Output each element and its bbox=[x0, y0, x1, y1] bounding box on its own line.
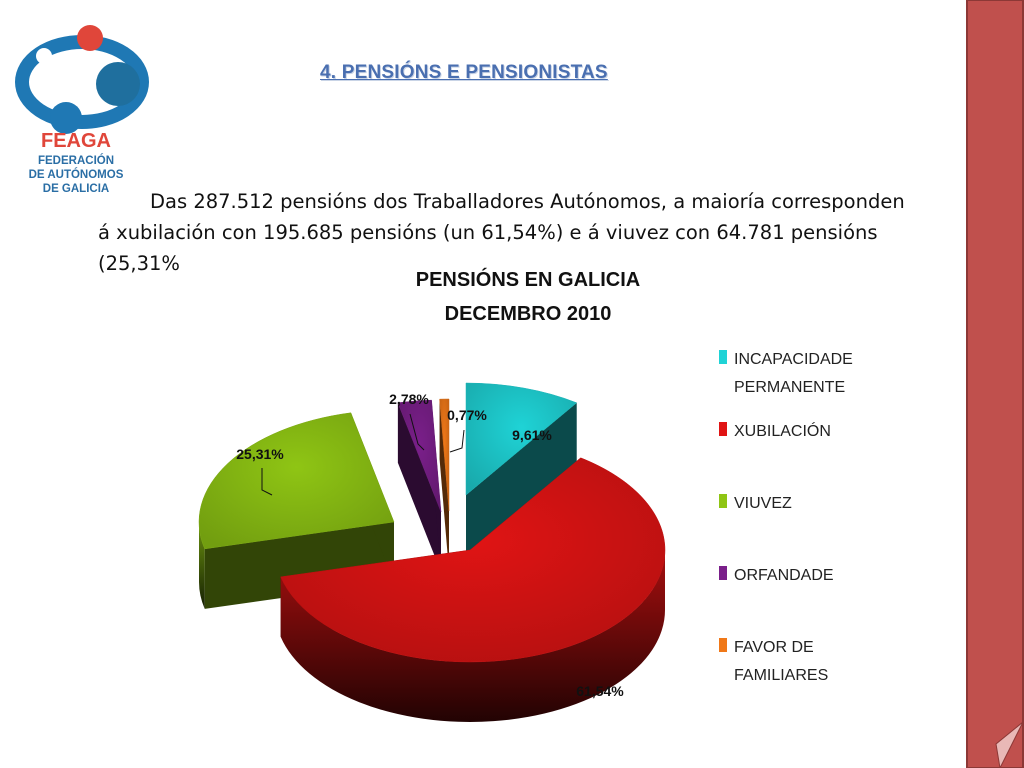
slice-top bbox=[280, 457, 666, 663]
leader-line bbox=[409, 413, 425, 451]
slice-cut-face bbox=[397, 402, 441, 572]
data-labels: 9,61% 61,54% 25,31% 2,78% 0,77% bbox=[236, 391, 624, 699]
leader-line bbox=[449, 429, 465, 453]
paragraph-line: Das 287.512 pensións dos Traballadores A… bbox=[150, 190, 905, 213]
chart-title-line: PENSIÓNS EN GALICIA bbox=[416, 267, 640, 291]
slice-cut-face bbox=[439, 399, 449, 571]
chart-title-line: DECEMBRO 2010 bbox=[445, 303, 612, 325]
legend-label: PERMANENTE bbox=[734, 379, 845, 396]
data-label: 2,78% bbox=[389, 391, 429, 407]
legend-item: FAVOR DE FAMILIARES bbox=[719, 638, 828, 684]
legend-label: INCAPACIDADE bbox=[734, 351, 853, 368]
page-title: 4. PENSIÓNS E PENSIONISTAS bbox=[320, 62, 608, 83]
legend-swatch bbox=[719, 638, 727, 652]
logo-subtitle-line: FEDERACIÓN bbox=[37, 155, 115, 167]
legend-swatch bbox=[719, 494, 727, 508]
legend-swatch bbox=[719, 566, 727, 580]
legend-item: XUBILACIÓN bbox=[719, 421, 831, 440]
data-label: 61,54% bbox=[576, 683, 624, 699]
legend-label: ORFANDADE bbox=[734, 567, 834, 584]
pie-chart: PENSIÓNS EN GALICIA DECEMBRO 2010 9,61% 6… bbox=[198, 267, 853, 723]
legend-item: VIUVEZ bbox=[719, 494, 792, 512]
slice-outer-wall bbox=[199, 522, 205, 609]
pie-slices bbox=[198, 382, 666, 723]
slice-cut-face bbox=[466, 402, 577, 555]
feaga-logo-mark bbox=[15, 25, 149, 134]
leader-line bbox=[261, 468, 273, 496]
legend-label: FAVOR DE bbox=[734, 639, 814, 656]
pie-slice-incapacidade-permanente bbox=[465, 382, 578, 555]
legend-label: FAMILIARES bbox=[734, 667, 828, 684]
slice-top bbox=[465, 382, 578, 496]
pie-slice-favor-de-familiares bbox=[439, 398, 450, 571]
slice-top bbox=[439, 398, 450, 512]
legend-swatch bbox=[719, 350, 727, 364]
logo-subtitle-line: DE AUTÓNOMOS bbox=[28, 169, 124, 181]
pie-slice-xubilaci-n bbox=[280, 457, 666, 723]
paragraph-line: á xubilación con 195.685 pensións (un 61… bbox=[98, 221, 878, 244]
paragraph-line: (25,31% bbox=[98, 252, 180, 275]
data-label: 0,77% bbox=[447, 407, 487, 423]
body-paragraph: Das 287.512 pensións dos Traballadores A… bbox=[98, 186, 968, 279]
logo-subtitle-line: DE GALICIA bbox=[42, 183, 110, 195]
legend-item: ORFANDADE bbox=[719, 566, 834, 584]
legend-item: INCAPACIDADE PERMANENTE bbox=[719, 350, 853, 396]
decorative-side-bar bbox=[966, 0, 1024, 768]
slice-top bbox=[397, 399, 442, 513]
feaga-logo bbox=[14, 20, 154, 200]
legend-swatch bbox=[719, 422, 727, 436]
slice-top bbox=[198, 412, 395, 550]
slice-outer-wall bbox=[280, 550, 666, 723]
data-label: 25,31% bbox=[236, 446, 284, 462]
pie-slice-orfandade bbox=[397, 399, 442, 572]
legend-label: XUBILACIÓN bbox=[734, 421, 831, 440]
chart-legend: INCAPACIDADE PERMANENTE XUBILACIÓN VIUVEZ OR… bbox=[719, 350, 853, 684]
legend-label: VIUVEZ bbox=[734, 495, 792, 512]
data-label: 9,61% bbox=[512, 427, 552, 443]
logo-brand: FEAGA bbox=[41, 130, 111, 152]
